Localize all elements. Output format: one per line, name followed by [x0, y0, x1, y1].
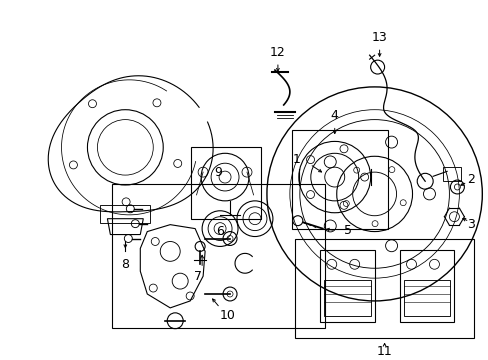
Text: 9: 9 — [214, 166, 222, 179]
Bar — [100, 205, 150, 223]
Bar — [291, 130, 387, 229]
Text: 6: 6 — [216, 225, 224, 238]
Bar — [191, 147, 261, 219]
Text: 4: 4 — [330, 109, 338, 122]
Text: 11: 11 — [376, 345, 392, 358]
Bar — [442, 167, 460, 181]
Text: 12: 12 — [269, 46, 285, 59]
Text: 10: 10 — [220, 309, 236, 322]
Text: 8: 8 — [121, 258, 129, 271]
Text: 13: 13 — [371, 31, 386, 44]
Text: 5: 5 — [343, 224, 351, 237]
Bar — [319, 251, 374, 322]
Text: 7: 7 — [194, 270, 202, 283]
Text: 3: 3 — [467, 218, 474, 231]
Text: 1: 1 — [292, 153, 300, 166]
Bar — [112, 184, 324, 328]
Circle shape — [292, 216, 302, 226]
Bar — [323, 280, 370, 316]
Text: 2: 2 — [467, 172, 474, 185]
Bar — [399, 251, 453, 322]
Bar — [294, 239, 473, 338]
Bar — [403, 280, 449, 316]
